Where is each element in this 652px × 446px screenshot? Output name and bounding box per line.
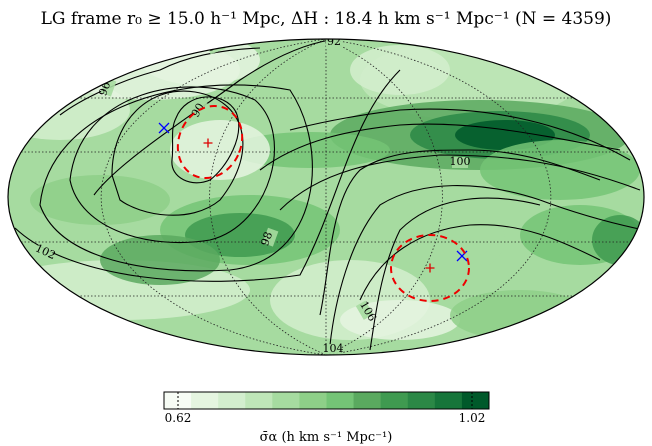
- colorbar-band: [407, 392, 436, 409]
- density-region: [30, 175, 170, 225]
- contour-line: [329, 185, 644, 346]
- contour-label-bg: [452, 157, 468, 168]
- colorbar-band: [461, 392, 490, 409]
- contour-line: [259, 123, 621, 171]
- contour-line: [359, 224, 601, 301]
- colorbar-label: σ̄α (h km s⁻¹ Mpc⁻¹): [260, 430, 393, 445]
- colorbar: 0.62 1.02 σ̄α (h km s⁻¹ Mpc⁻¹): [163, 391, 490, 445]
- colorbar-band: [380, 392, 409, 409]
- contour-line: [93, 39, 331, 196]
- contour-label: 104: [323, 342, 344, 355]
- plus-marker: [203, 138, 213, 148]
- colorbar-tick-label-max: 1.02: [459, 411, 486, 425]
- chart-title: LG frame r₀ ≥ 15.0 h⁻¹ Mpc, ΔH : 18.4 h …: [41, 9, 612, 29]
- colorbar-tick-label-min: 0.62: [165, 411, 192, 425]
- contour-label-bg: [355, 300, 374, 320]
- cross-marker: [158, 122, 170, 134]
- contour-line: [369, 197, 541, 351]
- contour-label-bg: [34, 244, 54, 261]
- colorbar-band: [353, 392, 382, 409]
- contour-line: [319, 149, 601, 316]
- contour-label: 98: [258, 230, 275, 248]
- density-region: [140, 39, 260, 85]
- markers: [158, 104, 470, 302]
- colorbar-band: [218, 392, 246, 409]
- contour-label-bg: [326, 39, 342, 48]
- confidence-ellipse: [176, 104, 244, 180]
- contour-line: [279, 154, 641, 211]
- colorbar-band: [299, 392, 327, 409]
- contour-line: [59, 47, 261, 116]
- density-region: [450, 290, 590, 340]
- sky-border: [7, 38, 645, 356]
- colorbar-band: [245, 392, 273, 409]
- colorbar-band: [191, 392, 219, 409]
- contour-line: [39, 84, 313, 272]
- graticule-meridian: [325, 39, 443, 355]
- density-region: [170, 120, 270, 180]
- graticule: [8, 39, 644, 355]
- contour-line: [14, 69, 401, 282]
- colorbar-frame: [163, 391, 490, 410]
- contour-label-bg: [262, 227, 279, 247]
- contour-line: [289, 108, 631, 161]
- plus-marker: [425, 263, 435, 273]
- colorbar-band: [326, 392, 355, 409]
- confidence-ellipse: [390, 234, 470, 302]
- density-region: [100, 235, 220, 285]
- contour-label: 92: [327, 35, 341, 48]
- density-region: [395, 205, 505, 275]
- density-region: [230, 132, 390, 168]
- colorbar-bands: [164, 392, 490, 409]
- contour-label-bg: [325, 344, 341, 355]
- contour-label: 100: [450, 155, 471, 168]
- density-region: [185, 213, 295, 257]
- graticule-meridian: [209, 39, 327, 355]
- colorbar-band: [272, 392, 300, 409]
- colorbar-band: [434, 392, 463, 409]
